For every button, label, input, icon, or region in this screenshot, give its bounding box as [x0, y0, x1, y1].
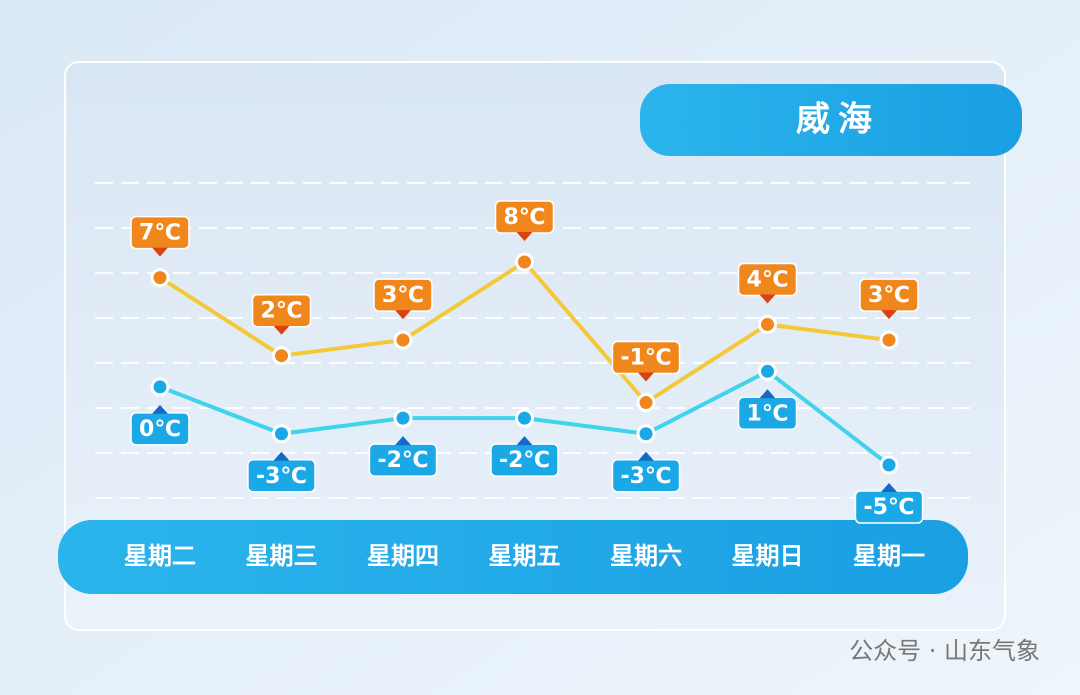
- data-label: 8℃: [504, 205, 546, 230]
- x-tick-label: 星期四: [367, 542, 439, 570]
- data-label: -2℃: [499, 448, 550, 473]
- x-tick-label: 星期六: [610, 542, 682, 570]
- data-label: -3℃: [620, 464, 671, 489]
- point: [758, 361, 777, 381]
- x-tick-label: 星期日: [732, 542, 804, 570]
- label-pointer: [759, 389, 776, 399]
- data-label: 4℃: [747, 267, 789, 292]
- title-banner: [640, 84, 1022, 156]
- value-label: 2℃: [251, 293, 312, 335]
- point: [150, 268, 170, 288]
- value-label: 8℃: [494, 200, 555, 241]
- value-label: -2℃: [368, 436, 438, 477]
- data-label: -2℃: [377, 448, 428, 473]
- value-label: 0℃: [130, 404, 190, 446]
- label-pointer: [395, 436, 411, 446]
- data-label: 7℃: [139, 221, 181, 246]
- label-pointer: [516, 232, 533, 241]
- data-label: 1℃: [747, 401, 789, 426]
- value-label: -3℃: [247, 451, 316, 493]
- data-label: 3℃: [382, 283, 424, 308]
- point: [515, 252, 534, 272]
- value-label: -1℃: [611, 340, 681, 382]
- watermark: 公众号 · 山东气象: [849, 637, 1040, 665]
- value-label: -3℃: [611, 451, 681, 493]
- data-label: 3℃: [868, 283, 910, 308]
- label-pointer: [638, 451, 654, 461]
- chart-title: 威海: [796, 100, 880, 140]
- label-pointer: [516, 436, 533, 446]
- x-tick-label: 星期二: [124, 542, 196, 570]
- label-pointer: [638, 372, 654, 382]
- label-pointer: [759, 294, 776, 304]
- label-pointer: [395, 310, 411, 320]
- value-label: 3℃: [859, 278, 919, 320]
- point: [272, 424, 291, 444]
- x-tick-label: 星期三: [246, 542, 318, 570]
- data-label: 2℃: [261, 299, 303, 324]
- label-pointer: [881, 310, 897, 320]
- point: [758, 314, 777, 334]
- value-label: 3℃: [373, 278, 433, 320]
- label-pointer: [152, 404, 168, 414]
- point: [393, 408, 413, 428]
- label-pointer: [152, 247, 168, 257]
- grid: [95, 182, 970, 499]
- point: [150, 377, 170, 397]
- data-label: -3℃: [256, 464, 307, 489]
- point: [636, 424, 656, 444]
- point: [515, 408, 534, 428]
- point: [879, 455, 899, 475]
- label-pointer: [881, 483, 897, 492]
- value-label: 1℃: [737, 389, 798, 431]
- x-tick-label: 星期五: [489, 542, 561, 570]
- data-label: -5℃: [863, 495, 914, 520]
- data-label: -1℃: [620, 346, 671, 371]
- value-label: 7℃: [130, 215, 190, 257]
- point: [879, 330, 899, 350]
- label-pointer: [273, 451, 290, 461]
- point: [636, 393, 656, 413]
- label-pointer: [273, 325, 290, 335]
- value-label: -5℃: [854, 483, 924, 524]
- x-tick-label: 星期一: [853, 542, 925, 570]
- point: [393, 330, 413, 350]
- category-bar: [58, 520, 968, 594]
- value-label: -2℃: [490, 436, 559, 477]
- point: [272, 346, 291, 366]
- value-label: 4℃: [737, 262, 798, 304]
- data-label: 0℃: [139, 417, 181, 442]
